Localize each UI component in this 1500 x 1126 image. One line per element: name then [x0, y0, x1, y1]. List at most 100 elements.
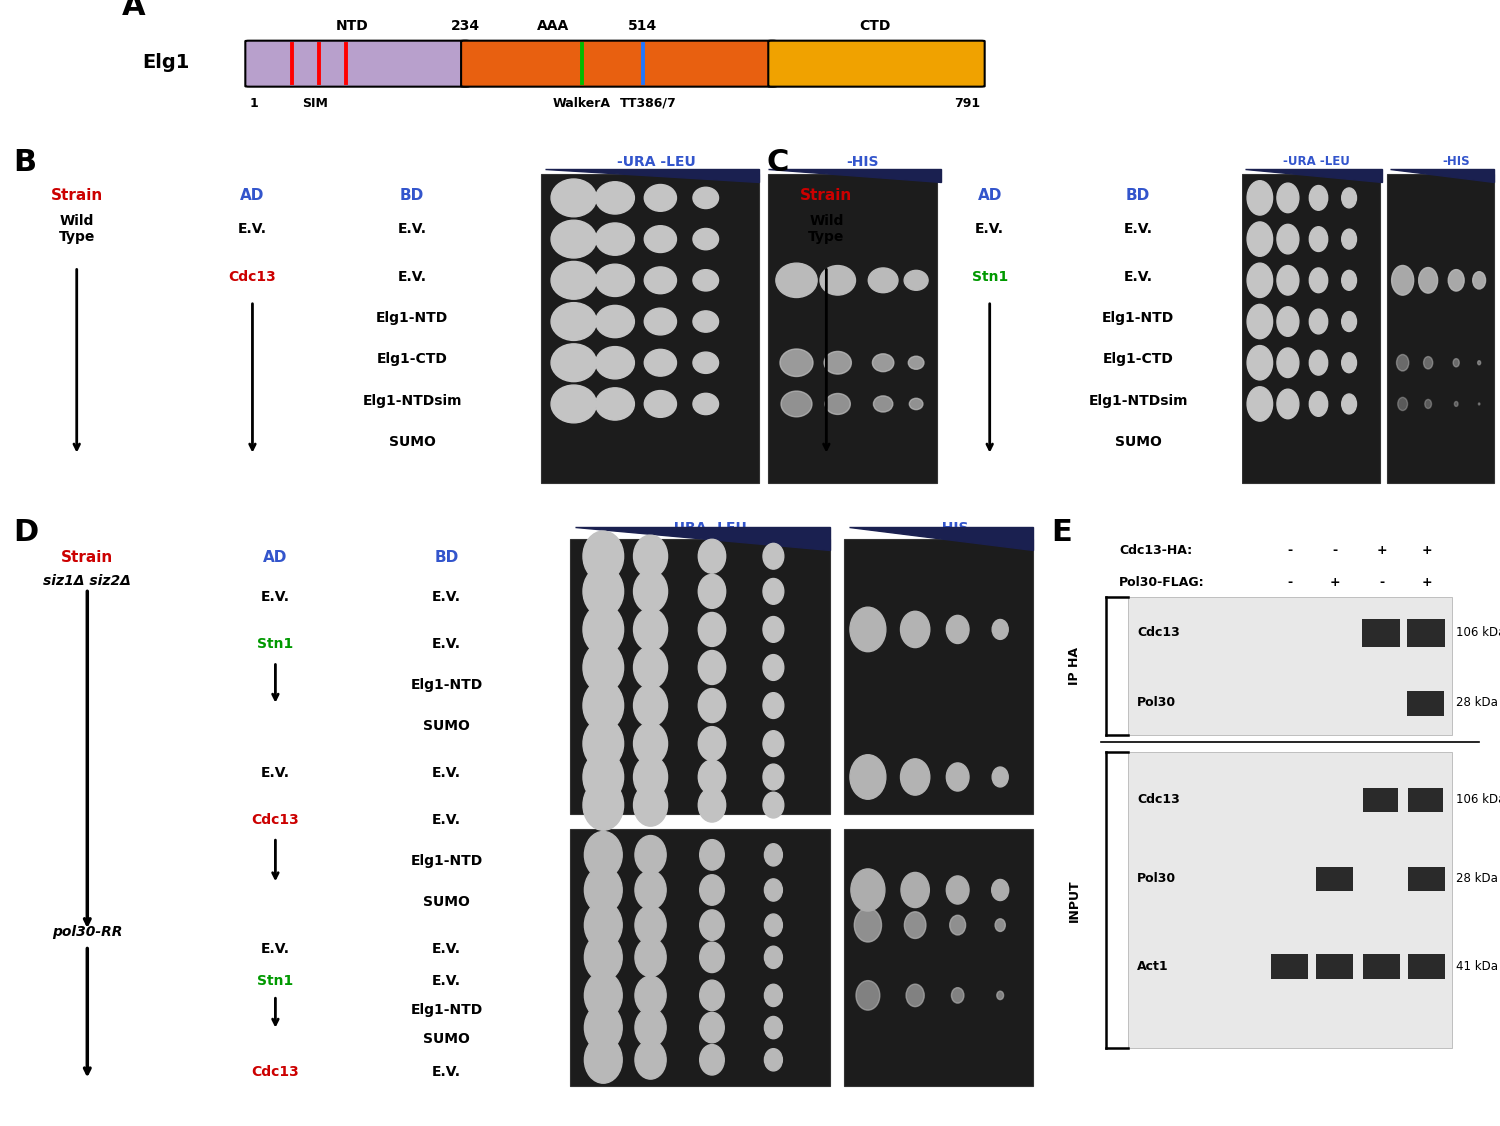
- Text: INPUT: INPUT: [1068, 879, 1080, 921]
- Circle shape: [634, 835, 666, 874]
- Circle shape: [634, 870, 666, 910]
- Text: E.V.: E.V.: [432, 1064, 460, 1079]
- Circle shape: [550, 343, 597, 382]
- Text: -: -: [1380, 577, 1384, 589]
- Circle shape: [821, 266, 855, 295]
- Circle shape: [1392, 266, 1413, 295]
- Circle shape: [1276, 348, 1299, 377]
- Text: SUMO: SUMO: [388, 435, 435, 449]
- Circle shape: [699, 539, 726, 573]
- Circle shape: [550, 221, 597, 258]
- Circle shape: [645, 309, 676, 334]
- FancyBboxPatch shape: [844, 538, 1034, 814]
- Circle shape: [873, 396, 892, 412]
- Circle shape: [1479, 403, 1480, 405]
- Circle shape: [584, 680, 624, 731]
- Circle shape: [868, 268, 898, 293]
- Text: BD: BD: [435, 551, 459, 565]
- Text: AD: AD: [240, 188, 264, 203]
- FancyBboxPatch shape: [1364, 787, 1398, 812]
- Circle shape: [906, 984, 924, 1007]
- Text: E.V.: E.V.: [238, 222, 267, 235]
- Text: Stn1: Stn1: [972, 270, 1008, 284]
- Text: E.V.: E.V.: [432, 637, 460, 651]
- Text: Elg1-NTD: Elg1-NTD: [411, 854, 483, 868]
- Circle shape: [1276, 184, 1299, 213]
- Text: Elg1-NTDsim: Elg1-NTDsim: [1089, 393, 1188, 408]
- Circle shape: [765, 946, 783, 968]
- Text: -HIS: -HIS: [1443, 155, 1470, 168]
- Circle shape: [1425, 400, 1431, 409]
- Circle shape: [633, 570, 668, 613]
- FancyBboxPatch shape: [570, 829, 830, 1087]
- Text: -URA -LEU: -URA -LEU: [616, 155, 696, 169]
- Text: E.V.: E.V.: [261, 941, 290, 956]
- Circle shape: [584, 566, 624, 617]
- Circle shape: [645, 267, 676, 294]
- Circle shape: [550, 261, 597, 300]
- Circle shape: [765, 914, 783, 936]
- Circle shape: [946, 876, 969, 904]
- Circle shape: [992, 619, 1008, 640]
- Text: -HIS: -HIS: [846, 155, 879, 169]
- FancyBboxPatch shape: [246, 41, 470, 87]
- Circle shape: [584, 752, 624, 802]
- Circle shape: [1396, 355, 1408, 370]
- Circle shape: [1424, 357, 1432, 369]
- Text: BD: BD: [400, 188, 424, 203]
- Text: TT386/7: TT386/7: [620, 97, 676, 110]
- Text: AD: AD: [978, 188, 1002, 203]
- Text: siz1Δ siz2Δ: siz1Δ siz2Δ: [44, 574, 130, 588]
- Circle shape: [633, 784, 668, 826]
- Text: Stn1: Stn1: [258, 637, 294, 651]
- Text: AD: AD: [262, 551, 288, 565]
- FancyBboxPatch shape: [1270, 955, 1308, 978]
- FancyBboxPatch shape: [1316, 867, 1353, 891]
- Text: Elg1-NTD: Elg1-NTD: [376, 311, 448, 325]
- Circle shape: [1246, 304, 1272, 339]
- Circle shape: [693, 187, 718, 208]
- Circle shape: [699, 910, 724, 940]
- Circle shape: [1341, 394, 1356, 414]
- Circle shape: [856, 981, 880, 1010]
- Text: Cdc13: Cdc13: [252, 813, 300, 826]
- Circle shape: [699, 942, 724, 973]
- Circle shape: [904, 270, 928, 291]
- Circle shape: [634, 938, 666, 976]
- Circle shape: [850, 754, 886, 799]
- Text: 791: 791: [954, 97, 981, 110]
- Circle shape: [634, 905, 666, 945]
- Circle shape: [699, 875, 724, 905]
- Text: Pol30-FLAG:: Pol30-FLAG:: [1119, 577, 1204, 589]
- Circle shape: [780, 349, 813, 376]
- Circle shape: [992, 879, 1008, 901]
- Circle shape: [1341, 352, 1356, 373]
- Circle shape: [764, 654, 784, 680]
- Text: C: C: [766, 149, 789, 177]
- Text: 41 kDa: 41 kDa: [1456, 959, 1498, 973]
- Text: 106 kDa: 106 kDa: [1456, 793, 1500, 806]
- Text: E.V.: E.V.: [261, 590, 290, 605]
- FancyBboxPatch shape: [844, 829, 1034, 1087]
- Text: AAA: AAA: [537, 19, 568, 33]
- Text: pol30-RR: pol30-RR: [53, 926, 123, 939]
- Circle shape: [699, 689, 726, 723]
- FancyBboxPatch shape: [1388, 173, 1494, 483]
- Text: A: A: [122, 0, 146, 21]
- Text: Strain: Strain: [51, 188, 104, 203]
- Text: Wild
Type: Wild Type: [58, 214, 94, 244]
- Circle shape: [900, 759, 930, 795]
- Circle shape: [946, 616, 969, 643]
- FancyBboxPatch shape: [1408, 955, 1444, 978]
- Circle shape: [765, 1017, 783, 1038]
- Polygon shape: [544, 169, 759, 182]
- Circle shape: [645, 349, 676, 376]
- Circle shape: [1246, 263, 1272, 297]
- Circle shape: [645, 225, 676, 252]
- Text: -: -: [1287, 544, 1293, 557]
- Text: SIM: SIM: [302, 97, 328, 110]
- FancyBboxPatch shape: [1128, 597, 1452, 735]
- Circle shape: [1310, 268, 1328, 293]
- Circle shape: [699, 1045, 724, 1075]
- Circle shape: [764, 793, 784, 817]
